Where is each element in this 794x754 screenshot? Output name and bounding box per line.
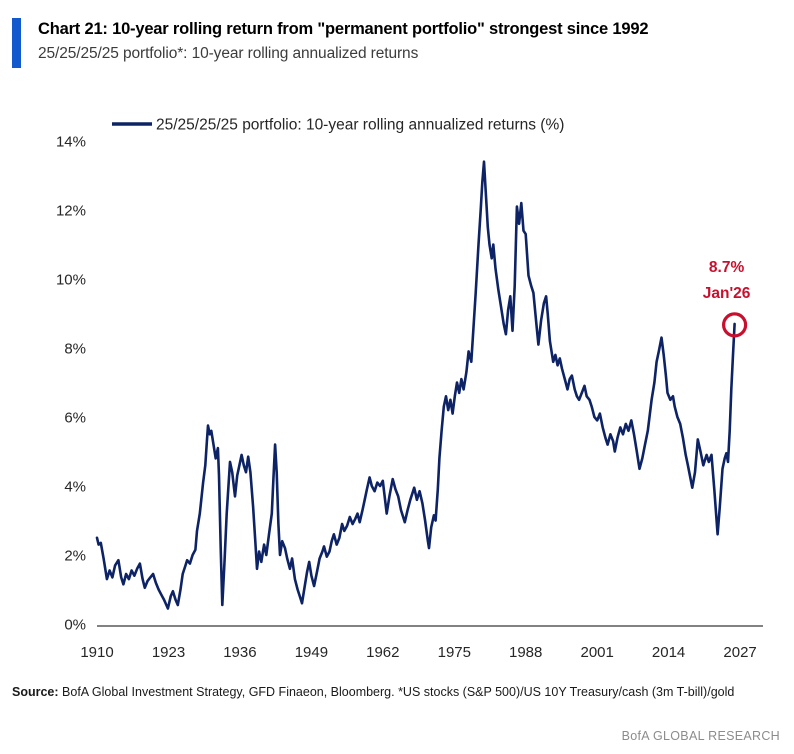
source-text: BofA Global Investment Strategy, GFD Fin… — [62, 685, 735, 699]
x-axis-tick-label: 1975 — [438, 644, 471, 661]
title-accent-bar — [12, 18, 21, 68]
y-axis-tick-label: 14% — [56, 134, 86, 151]
chart-subtitle: 25/25/25/25 portfolio*: 10-year rolling … — [38, 44, 419, 62]
x-axis-tick-label: 2014 — [652, 644, 685, 661]
y-axis-tick-label: 0% — [64, 617, 86, 634]
y-axis-tick-label: 4% — [64, 479, 86, 496]
annotation-circle — [721, 312, 748, 338]
x-axis-tick-label: 2001 — [581, 644, 614, 661]
source-label: Source: — [12, 685, 59, 699]
x-axis-tick-label: 1910 — [80, 644, 113, 661]
y-axis-tick-label: 8% — [64, 341, 86, 358]
source-note: Source: BofA Global Investment Strategy,… — [12, 682, 762, 704]
x-axis-tick-label: 1936 — [223, 644, 256, 661]
x-axis-tick-label: 2027 — [723, 644, 756, 661]
header-text-block: Chart 21: 10-year rolling return from "p… — [38, 18, 648, 68]
x-axis-tick-label: 1962 — [366, 644, 399, 661]
chart-title: Chart 21: 10-year rolling return from "p… — [38, 20, 649, 38]
y-axis-labels: 0% 2% 4% 6% 8% 10% 12% 14% — [56, 134, 86, 634]
legend: 25/25/25/25 portfolio: 10-year rolling a… — [112, 117, 564, 134]
x-axis-tick-label: 1923 — [152, 644, 185, 661]
chart-header: Chart 21: 10-year rolling return from "p… — [12, 18, 648, 68]
x-axis-tick-label: 1988 — [509, 644, 542, 661]
x-axis-labels: 1910 1923 1936 1949 1962 1975 1988 2001 2014 2027 — [80, 644, 756, 661]
portfolio-return-line — [95, 160, 736, 610]
x-axis-tick-label: 1949 — [295, 644, 328, 661]
y-axis-tick-label: 12% — [56, 203, 86, 220]
annotation-value-label: 8.7% — [709, 259, 745, 276]
annotation-date-label: Jan'26 — [703, 285, 751, 302]
y-axis-tick-label: 10% — [56, 272, 86, 289]
y-axis-tick-label: 2% — [64, 548, 86, 565]
y-axis-tick-label: 6% — [64, 410, 86, 427]
legend-label: 25/25/25/25 portfolio: 10-year rolling a… — [156, 117, 564, 134]
peak-annotation: 8.7% Jan'26 — [703, 259, 751, 338]
brand-label: BofA GLOBAL RESEARCH — [621, 729, 780, 743]
